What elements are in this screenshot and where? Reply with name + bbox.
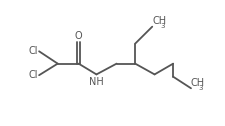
Text: 3: 3 [198,85,202,91]
Text: CH: CH [190,77,204,87]
Text: Cl: Cl [28,70,37,80]
Text: Cl: Cl [28,46,37,56]
Text: CH: CH [152,16,166,26]
Text: NH: NH [89,77,103,87]
Text: 3: 3 [159,23,164,29]
Text: O: O [74,30,82,41]
